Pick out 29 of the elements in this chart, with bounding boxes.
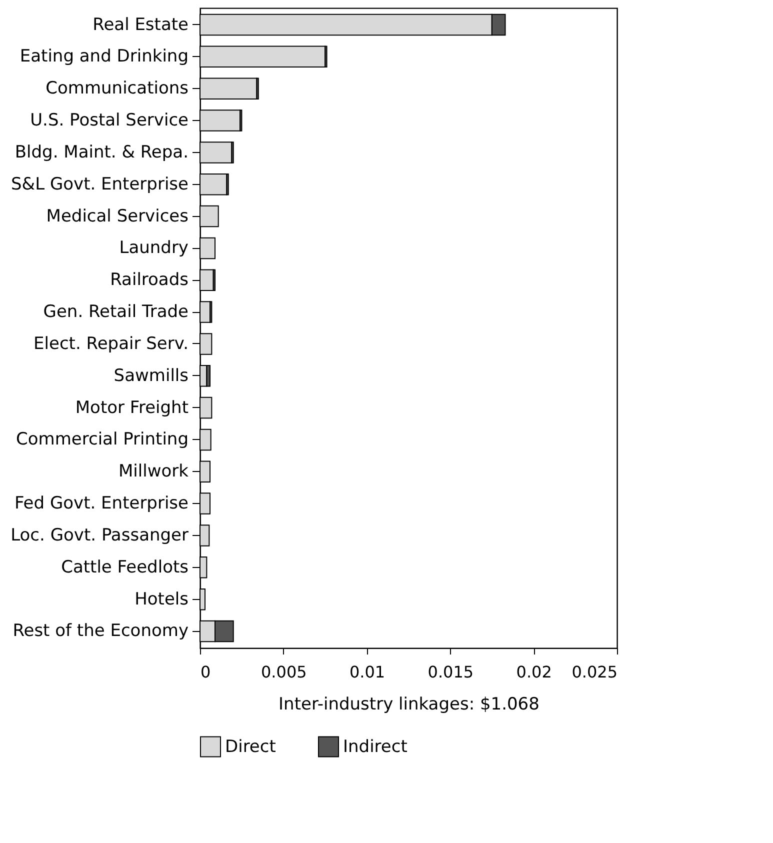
x-tick-label: 0.01 [349,662,386,682]
y-tick-label: Elect. Repair Serv. [34,334,188,354]
y-tick-label: Sawmills [114,366,189,386]
y-tick-label: Fed Govt. Enterprise [14,494,188,514]
y-tick-label: Eating and Drinking [20,46,188,67]
y-tick-label: Medical Services [46,206,189,226]
y-tick-label: Hotels [134,589,189,610]
y-tick-label: Rest of the Economy [12,621,188,642]
x-tick-label: 0.025 [572,662,618,682]
x-axis-title: Inter-industry linkages: $1.068 [278,694,540,714]
y-tick-label: U.S. Postal Service [30,110,188,131]
y-tick-label: Millwork [118,462,189,482]
legend-label: Indirect [343,736,408,757]
y-tick-label: Gen. Retail Trade [43,302,188,322]
y-tick-label: Laundry [119,238,188,258]
x-tick-label: 0 [200,662,211,682]
y-tick-label: Communications [46,78,189,99]
y-tick-label: Commercial Printing [16,430,188,450]
y-tick-label: Cattle Feedlots [61,557,189,578]
y-tick-label: Real Estate [92,14,188,35]
y-tick-label: Railroads [110,270,189,290]
x-tick-label: 0.005 [260,662,307,682]
y-tick-label: Motor Freight [75,398,189,418]
legend-label: Direct [225,736,276,757]
x-tick-label: 0.015 [428,662,474,682]
y-tick-label: Loc. Govt. Passanger [10,525,189,546]
x-tick-label: 0.02 [516,662,552,682]
y-tick-label: S&L Govt. Enterprise [11,174,188,194]
y-tick-label: Bldg. Maint. & Repa. [14,142,188,162]
